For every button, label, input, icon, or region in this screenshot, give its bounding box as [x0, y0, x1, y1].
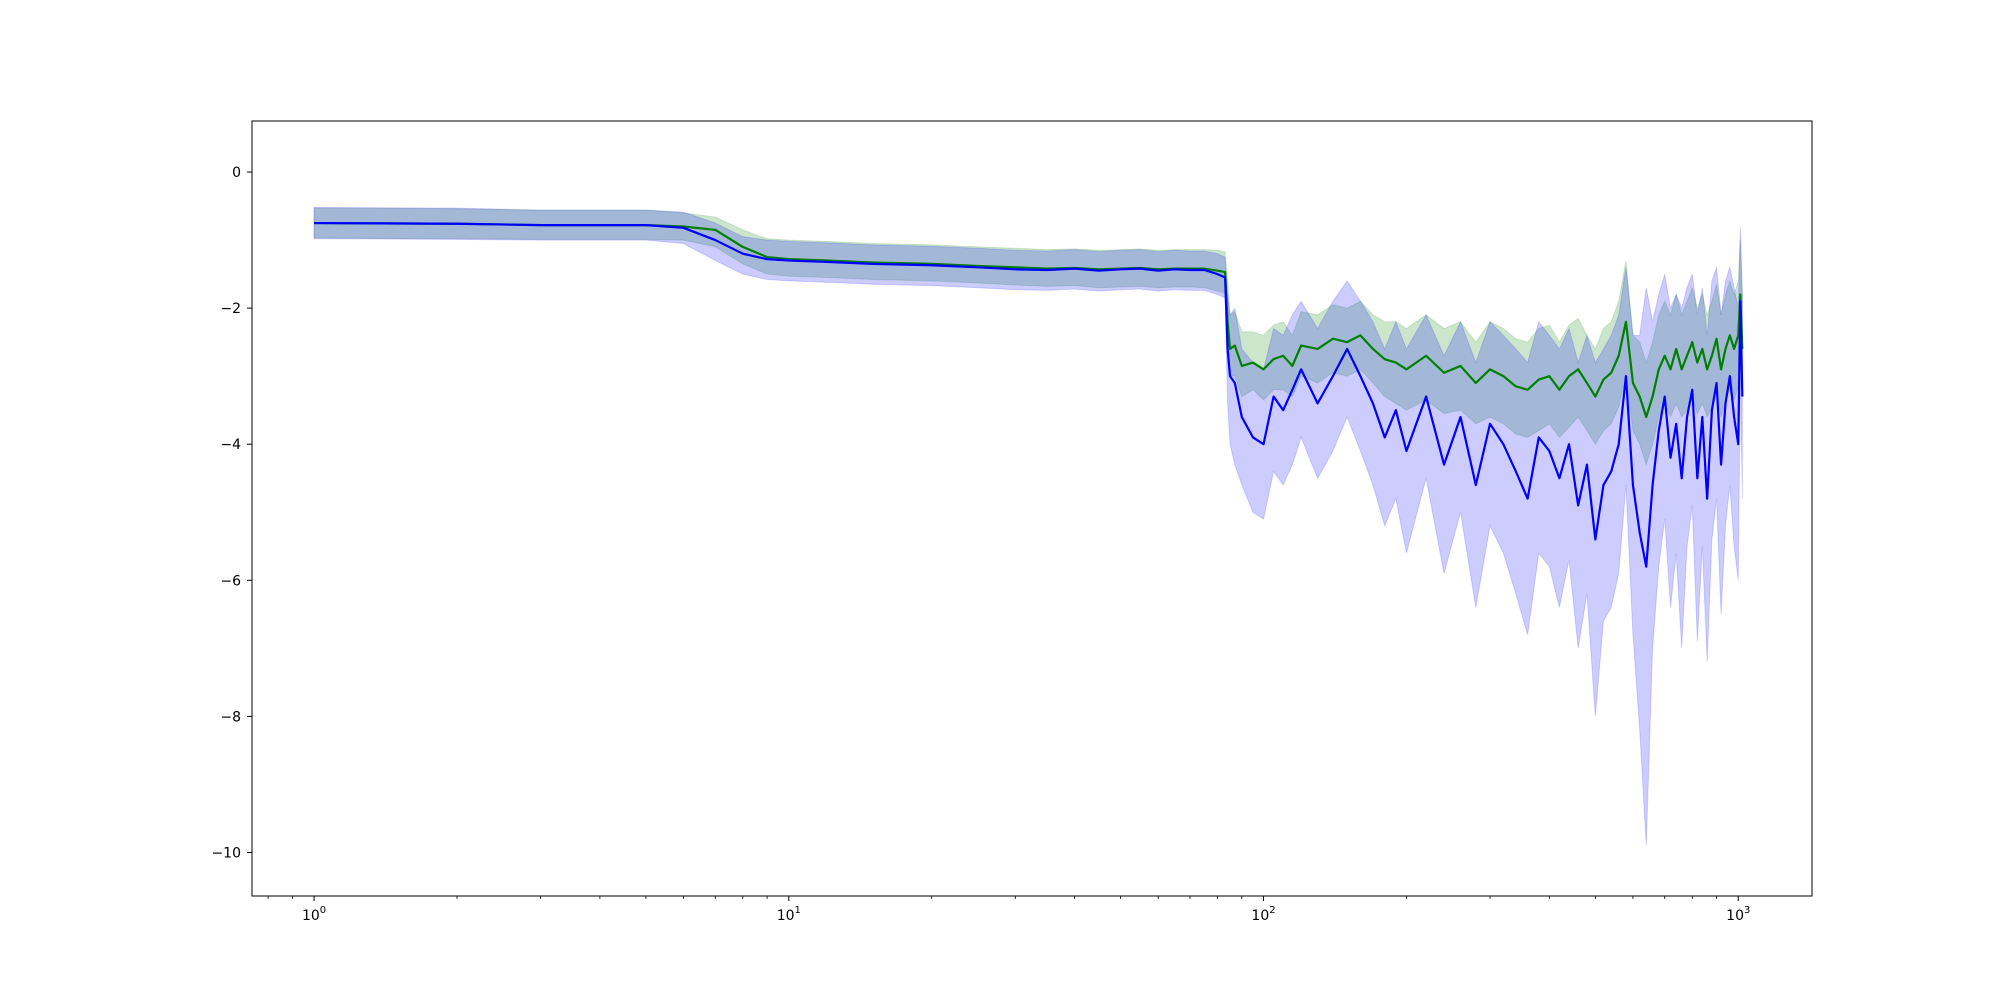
- x-tick-label: 100: [302, 905, 326, 924]
- y-tick-label: −4: [220, 437, 241, 453]
- series-2-band: [313, 206, 1743, 846]
- series-lines: [314, 221, 1744, 568]
- x-tick-label: 103: [1726, 905, 1750, 924]
- y-tick-label: 0: [232, 165, 241, 181]
- y-axis: 0 −2 −4 −6 −8 −10: [211, 165, 252, 861]
- y-tick-label: −6: [220, 573, 241, 589]
- series-2-line: [314, 221, 1744, 568]
- y-tick-label: −2: [220, 301, 241, 317]
- x-tick-label: 102: [1251, 905, 1275, 924]
- y-tick-label: −10: [211, 845, 241, 861]
- x-tick-label: 101: [777, 905, 801, 924]
- plot-background: [252, 121, 1812, 896]
- series-1-line: [314, 221, 1744, 419]
- y-tick-label: −8: [220, 709, 241, 725]
- plot-frame: [251, 120, 1813, 897]
- x-axis: 100 101 102 103: [267, 896, 1750, 924]
